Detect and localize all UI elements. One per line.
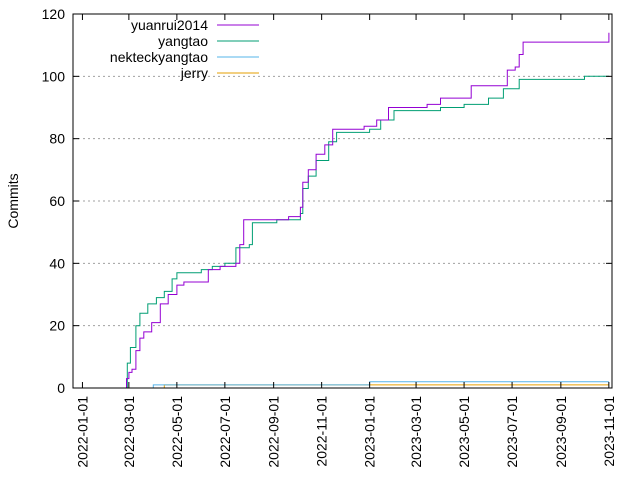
x-tick-label: 2023-01-01	[362, 396, 378, 468]
x-axis: 2022-01-01 2022-03-01 2022-05-01 2022-07-01…	[74, 14, 617, 468]
y-tick-label: 120	[42, 6, 66, 22]
x-tick-label: 2023-09-01	[553, 396, 569, 468]
legend-label-nekteckyangtao: nekteckyangtao	[110, 49, 208, 65]
x-tick-label: 2022-11-01	[314, 396, 330, 467]
x-tick-label: 2023-07-01	[504, 396, 520, 468]
y-tick-label: 20	[49, 318, 65, 334]
x-tick-label: 2022-01-01	[74, 396, 90, 468]
x-tick-label: 2022-07-01	[217, 396, 233, 468]
y-tick-label: 80	[49, 131, 65, 147]
legend-label-jerry: jerry	[180, 65, 208, 81]
y-tick-label: 100	[42, 68, 66, 84]
y-axis-label: Commits	[5, 173, 21, 228]
y-tick-label: 0	[57, 380, 65, 396]
y-tick-label: 60	[49, 193, 65, 209]
x-tick-label: 2023-03-01	[408, 396, 424, 468]
x-tick-label: 2022-09-01	[266, 396, 282, 468]
x-tick-label: 2022-03-01	[121, 396, 137, 468]
legend-label-yangtao: yangtao	[158, 33, 208, 49]
series-line-nekteckyangtao	[152, 381, 609, 388]
legend-label-yuanrui2014: yuanrui2014	[131, 17, 208, 33]
x-tick-label: 2023-11-01	[601, 396, 617, 467]
series-line-yuanrui2014	[125, 32, 610, 389]
y-axis: 0 20 40 60 80 100 120	[42, 6, 612, 396]
x-tick-label: 2023-05-01	[456, 396, 472, 468]
x-tick-label: 2022-05-01	[169, 396, 185, 468]
y-tick-label: 40	[49, 255, 65, 271]
